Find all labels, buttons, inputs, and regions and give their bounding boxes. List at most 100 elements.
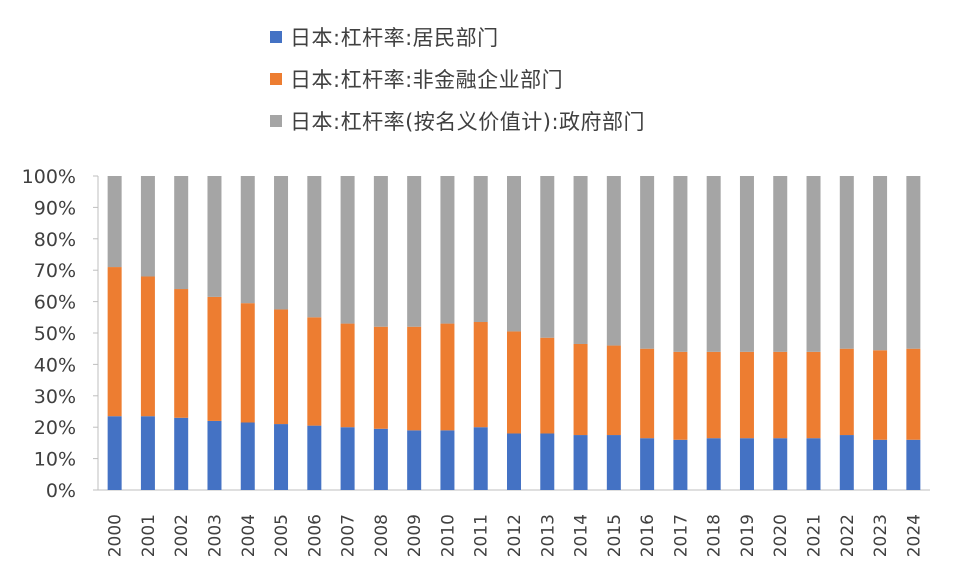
bar-segment-government — [140, 176, 155, 277]
bar-segment-nonfinancial-corporate — [573, 343, 588, 436]
x-tick-label: 2009 — [405, 514, 425, 557]
bar-segment-household — [606, 435, 621, 490]
bar-segment-household — [773, 438, 788, 490]
bar-segment-nonfinancial-corporate — [407, 326, 422, 431]
bar-segment-household — [340, 427, 355, 490]
bar-segment-government — [207, 176, 222, 297]
bar-segment-nonfinancial-corporate — [240, 303, 255, 423]
bar-segment-household — [540, 433, 555, 490]
bar-segment-nonfinancial-corporate — [274, 309, 289, 425]
bar-segment-government — [373, 176, 388, 327]
x-tick-label: 2019 — [738, 514, 758, 557]
legend-label-nonfinancial-corporate: 日本:杠杆率:非金融企业部门 — [290, 68, 564, 92]
bar-segment-household — [906, 439, 921, 490]
x-tick-label: 2001 — [139, 514, 159, 557]
x-tick-label: 2011 — [472, 514, 492, 557]
bar-segment-nonfinancial-corporate — [706, 351, 721, 439]
bar-segment-nonfinancial-corporate — [540, 337, 555, 434]
y-tick-label: 90% — [34, 197, 76, 219]
bar-segment-nonfinancial-corporate — [107, 267, 122, 417]
bar-segment-government — [340, 176, 355, 324]
bar-segment-nonfinancial-corporate — [839, 348, 854, 436]
bar-segment-government — [906, 176, 921, 349]
y-tick-label: 80% — [34, 229, 76, 251]
legend-item-government: 日本:杠杆率(按名义价值计):政府部门 — [270, 100, 645, 142]
x-tick-label: 2013 — [538, 514, 558, 557]
bar-segment-household — [673, 439, 688, 490]
x-tick-label: 2014 — [572, 514, 592, 557]
legend-swatch-household — [270, 31, 282, 43]
bar-segment-government — [739, 176, 754, 352]
bar-segment-nonfinancial-corporate — [640, 348, 655, 439]
y-axis-ticks: 0% 10% 20% 30% 40% 50% 60% 70% 80% 90% 100% — [22, 166, 98, 502]
bar-segment-government — [839, 176, 854, 349]
bar-segment-government — [706, 176, 721, 352]
y-tick-label: 60% — [34, 292, 76, 314]
bar-segment-household — [640, 438, 655, 490]
legend-swatch-government — [270, 115, 282, 127]
legend: 日本:杠杆率:居民部门 日本:杠杆率:非金融企业部门 日本:杠杆率(按名义价值计… — [270, 16, 645, 142]
x-tick-label: 2000 — [106, 514, 126, 557]
x-tick-label: 2005 — [272, 514, 292, 557]
bar-segment-nonfinancial-corporate — [373, 326, 388, 429]
bar-segment-household — [473, 427, 488, 490]
bar-segment-government — [240, 176, 255, 304]
bar-segment-nonfinancial-corporate — [140, 276, 155, 417]
x-tick-label: 2012 — [505, 514, 525, 557]
bar-segment-government — [407, 176, 422, 327]
x-tick-label: 2015 — [605, 514, 625, 557]
bar-segment-government — [606, 176, 621, 346]
bar-segment-nonfinancial-corporate — [606, 345, 621, 436]
bar-segment-household — [373, 428, 388, 490]
bar-segment-nonfinancial-corporate — [440, 323, 455, 431]
x-tick-label: 2008 — [372, 514, 392, 557]
bar-segment-household — [806, 438, 821, 490]
bar-segment-nonfinancial-corporate — [773, 351, 788, 439]
x-tick-label: 2016 — [638, 514, 658, 557]
y-tick-label: 30% — [34, 386, 76, 408]
bar-segment-household — [307, 425, 322, 490]
bar-segment-household — [107, 416, 122, 490]
y-tick-label: 50% — [34, 323, 76, 345]
bar-segment-household — [573, 435, 588, 490]
bar-segment-government — [573, 176, 588, 344]
bar-segment-nonfinancial-corporate — [174, 289, 189, 418]
bar-segment-nonfinancial-corporate — [307, 317, 322, 426]
bar-segment-nonfinancial-corporate — [207, 296, 222, 421]
x-tick-label: 2007 — [339, 514, 359, 557]
bar-segment-nonfinancial-corporate — [806, 351, 821, 439]
x-tick-label: 2023 — [871, 514, 891, 557]
bar-segment-household — [240, 422, 255, 490]
bar-segment-government — [473, 176, 488, 323]
bar-segment-household — [739, 438, 754, 490]
x-tick-label: 2003 — [205, 514, 225, 557]
bar-segment-household — [873, 439, 888, 490]
bar-segment-government — [507, 176, 521, 332]
bar-segment-nonfinancial-corporate — [873, 350, 888, 440]
bar-segment-government — [274, 176, 289, 310]
x-tick-label: 2004 — [239, 514, 259, 557]
bar-segment-government — [540, 176, 555, 338]
bar-segment-government — [174, 176, 189, 290]
x-tick-label: 2006 — [305, 514, 325, 557]
bar-segment-nonfinancial-corporate — [906, 348, 921, 440]
bar-segment-household — [839, 435, 854, 490]
bars — [107, 176, 921, 490]
bar-segment-government — [640, 176, 655, 349]
bar-segment-household — [207, 420, 222, 490]
x-tick-label: 2024 — [904, 514, 924, 557]
bar-segment-nonfinancial-corporate — [739, 351, 754, 439]
x-tick-label: 2018 — [705, 514, 725, 557]
bar-segment-nonfinancial-corporate — [673, 351, 688, 440]
bar-segment-household — [140, 416, 155, 490]
legend-label-household: 日本:杠杆率:居民部门 — [290, 26, 499, 50]
bar-segment-household — [507, 433, 521, 490]
legend-label-government: 日本:杠杆率(按名义价值计):政府部门 — [290, 110, 646, 134]
y-tick-label: 10% — [34, 449, 76, 471]
bar-segment-government — [873, 176, 888, 351]
legend-swatch-nonfinancial-corporate — [270, 73, 282, 85]
y-tick-label: 20% — [34, 417, 76, 439]
x-tick-label: 2010 — [438, 514, 458, 557]
bar-segment-government — [806, 176, 821, 352]
